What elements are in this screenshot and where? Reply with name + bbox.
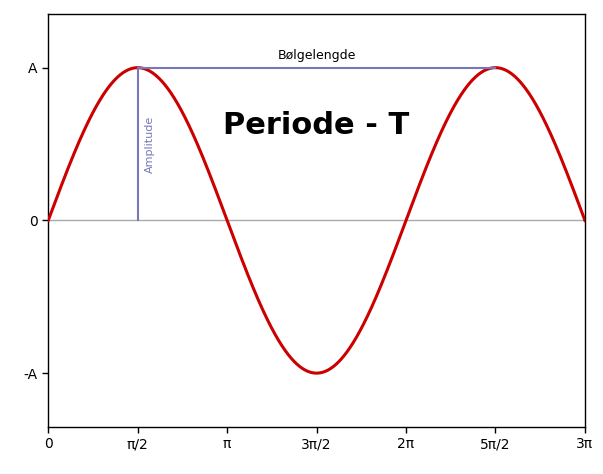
Text: Periode - T: Periode - T [224,111,409,140]
Text: Amplitude: Amplitude [145,115,154,173]
Text: Bølgelengde: Bølgelengde [277,48,356,62]
